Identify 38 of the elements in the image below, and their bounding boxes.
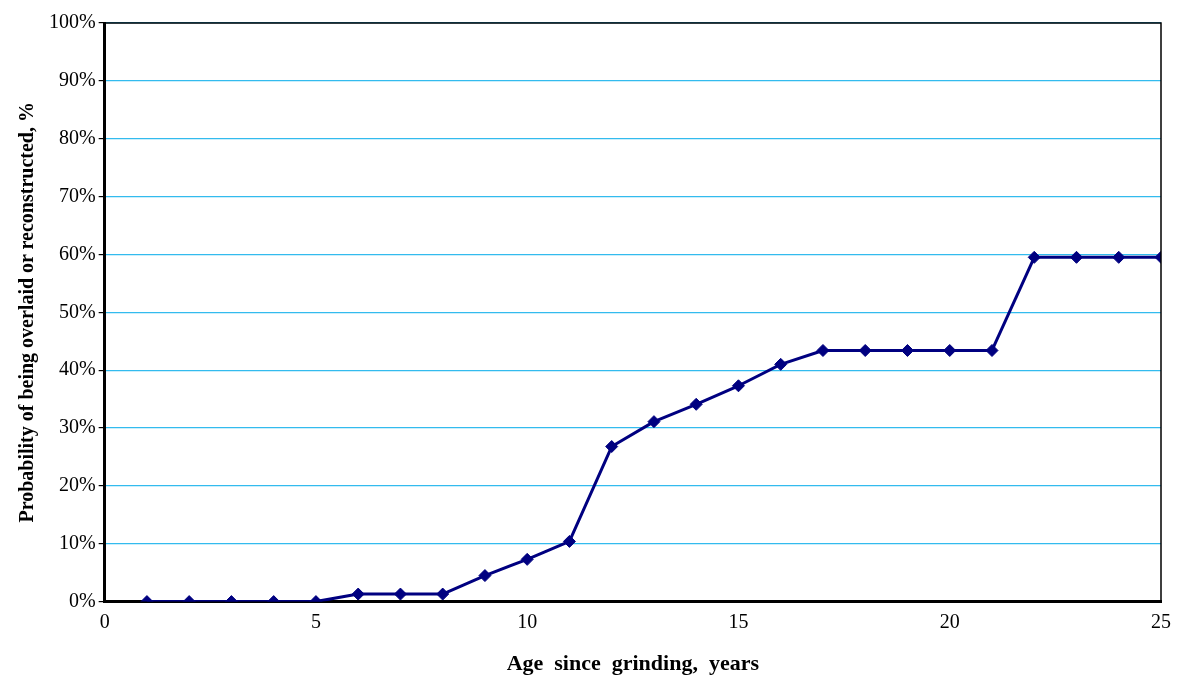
y-tick-label: 70% [58, 183, 96, 206]
x-tick-label: 10 [517, 609, 538, 632]
y-tick-label: 0% [68, 588, 96, 611]
y-tick-label: 10% [58, 530, 96, 553]
point [900, 343, 914, 357]
point [816, 343, 830, 357]
point [731, 379, 745, 393]
point [1027, 250, 1041, 264]
point [562, 534, 576, 548]
point [647, 415, 661, 429]
point [1112, 250, 1126, 264]
point [943, 343, 957, 357]
y-tick-label: 60% [58, 241, 96, 264]
point [393, 587, 407, 601]
y-tick-label: 80% [58, 125, 96, 148]
point [1069, 250, 1083, 264]
x-tick-label: 15 [728, 609, 749, 632]
x-tick-label: 20 [939, 609, 960, 632]
point [689, 397, 703, 411]
y-tick-label: 40% [58, 357, 96, 380]
point [774, 357, 788, 371]
x-tick-label: 25 [1151, 609, 1171, 632]
point [605, 440, 619, 454]
y-tick-label: 50% [58, 299, 96, 322]
point [351, 587, 365, 601]
y-tick-label: 100% [48, 10, 96, 33]
point [436, 587, 450, 601]
x-tick-label: 0 [99, 609, 110, 632]
y-tick-label: 30% [58, 415, 96, 438]
point [520, 552, 534, 566]
point [985, 343, 999, 357]
y-tick-label: 90% [58, 68, 96, 91]
x-tick-label: 5 [310, 609, 321, 632]
y-axis-title: Probability of being overlaid or reconstructed, % [15, 102, 39, 523]
point [858, 343, 872, 357]
x-axis-title: Age since grinding, years [506, 650, 760, 676]
point [478, 569, 492, 583]
y-tick-label: 20% [58, 473, 96, 496]
